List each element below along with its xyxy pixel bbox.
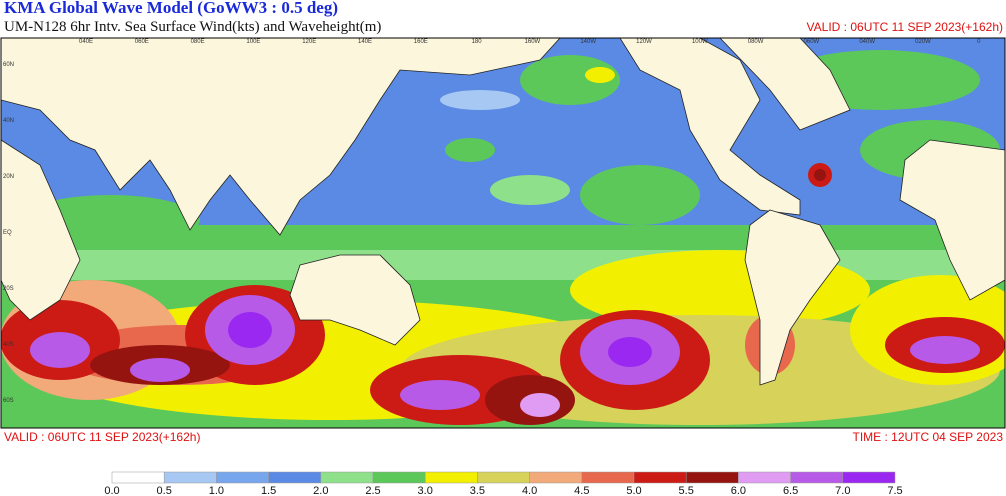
lon-label: 060E	[135, 39, 149, 45]
title: KMA Global Wave Model (GoWW3 : 0.5 deg)	[4, 0, 338, 17]
legend-label: 7.5	[887, 485, 902, 496]
lon-label: 180	[472, 39, 483, 45]
lon-label: 0	[977, 39, 981, 45]
valid-top: VALID : 06UTC 11 SEP 2023(+162h)	[807, 20, 1003, 34]
legend-swatch	[738, 471, 791, 484]
legend-label: 7.0	[835, 485, 850, 496]
legend-swatch	[372, 471, 426, 484]
legend-swatch	[424, 471, 478, 484]
legend-label: 2.0	[313, 485, 328, 496]
legend-label: 5.0	[626, 485, 641, 496]
legend-label: 1.0	[209, 485, 224, 496]
lon-label: 120W	[636, 39, 652, 45]
lat-label: 60N	[3, 62, 14, 68]
subtitle: UM-N128 6hr Intv. Sea Surface Wind(kts) …	[4, 19, 381, 35]
legend-label: 0.5	[157, 485, 172, 496]
lat-label: 20S	[3, 286, 14, 292]
legend-label: 4.0	[522, 485, 537, 496]
legend-swatch	[529, 471, 583, 484]
lon-label: 100W	[692, 39, 708, 45]
lat-label: EQ	[3, 230, 12, 236]
legend-swatch	[111, 471, 165, 484]
lon-label: 140W	[580, 39, 596, 45]
lon-label: 040E	[79, 39, 93, 45]
lon-label: 060W	[804, 39, 820, 45]
lat-label: 60S	[3, 398, 14, 404]
valid-bottom: VALID : 06UTC 11 SEP 2023(+162h)	[4, 430, 200, 444]
lon-label: 040W	[859, 39, 875, 45]
legend: 0.0 0.5 1.0 1.5 2.0 2.5 3.0 3.5 4.0 4.5 5.0 5.5 6.0 6…	[104, 471, 903, 496]
legend-label: 0.0	[104, 485, 119, 496]
lon-label: 120E	[302, 39, 316, 45]
legend-label: 6.0	[731, 485, 746, 496]
lat-label: 40N	[3, 118, 14, 124]
legend-label: 3.0	[418, 485, 433, 496]
lon-label: 160E	[414, 39, 428, 45]
lon-label: 020W	[915, 39, 931, 45]
legend-swatch	[268, 471, 322, 484]
lat-label: 40S	[3, 342, 14, 348]
legend-swatch	[581, 471, 635, 484]
legend-label: 1.5	[261, 485, 276, 496]
legend-swatch	[216, 471, 269, 484]
legend-label: 6.5	[783, 485, 798, 496]
lon-label: 160W	[525, 39, 541, 45]
legend-swatch	[790, 471, 844, 484]
legend-label: 4.5	[574, 485, 589, 496]
legend-swatch	[633, 471, 687, 484]
legend-swatch	[685, 471, 739, 484]
lat-label: 20N	[3, 174, 14, 180]
map-frame	[0, 37, 1006, 429]
lon-label: 080W	[748, 39, 764, 45]
legend-swatch	[163, 471, 217, 484]
time: TIME : 12UTC 04 SEP 2023	[852, 430, 1003, 444]
legend-swatch	[320, 471, 374, 484]
lon-label: 100E	[246, 39, 260, 45]
lon-label: 140E	[358, 39, 372, 45]
legend-label: 3.5	[470, 485, 485, 496]
map	[1, 38, 1005, 428]
legend-label: 2.5	[365, 485, 380, 496]
lon-label: 080E	[191, 39, 205, 45]
legend-swatch	[842, 471, 896, 484]
legend-swatch	[477, 471, 530, 484]
legend-label: 5.5	[679, 485, 694, 496]
